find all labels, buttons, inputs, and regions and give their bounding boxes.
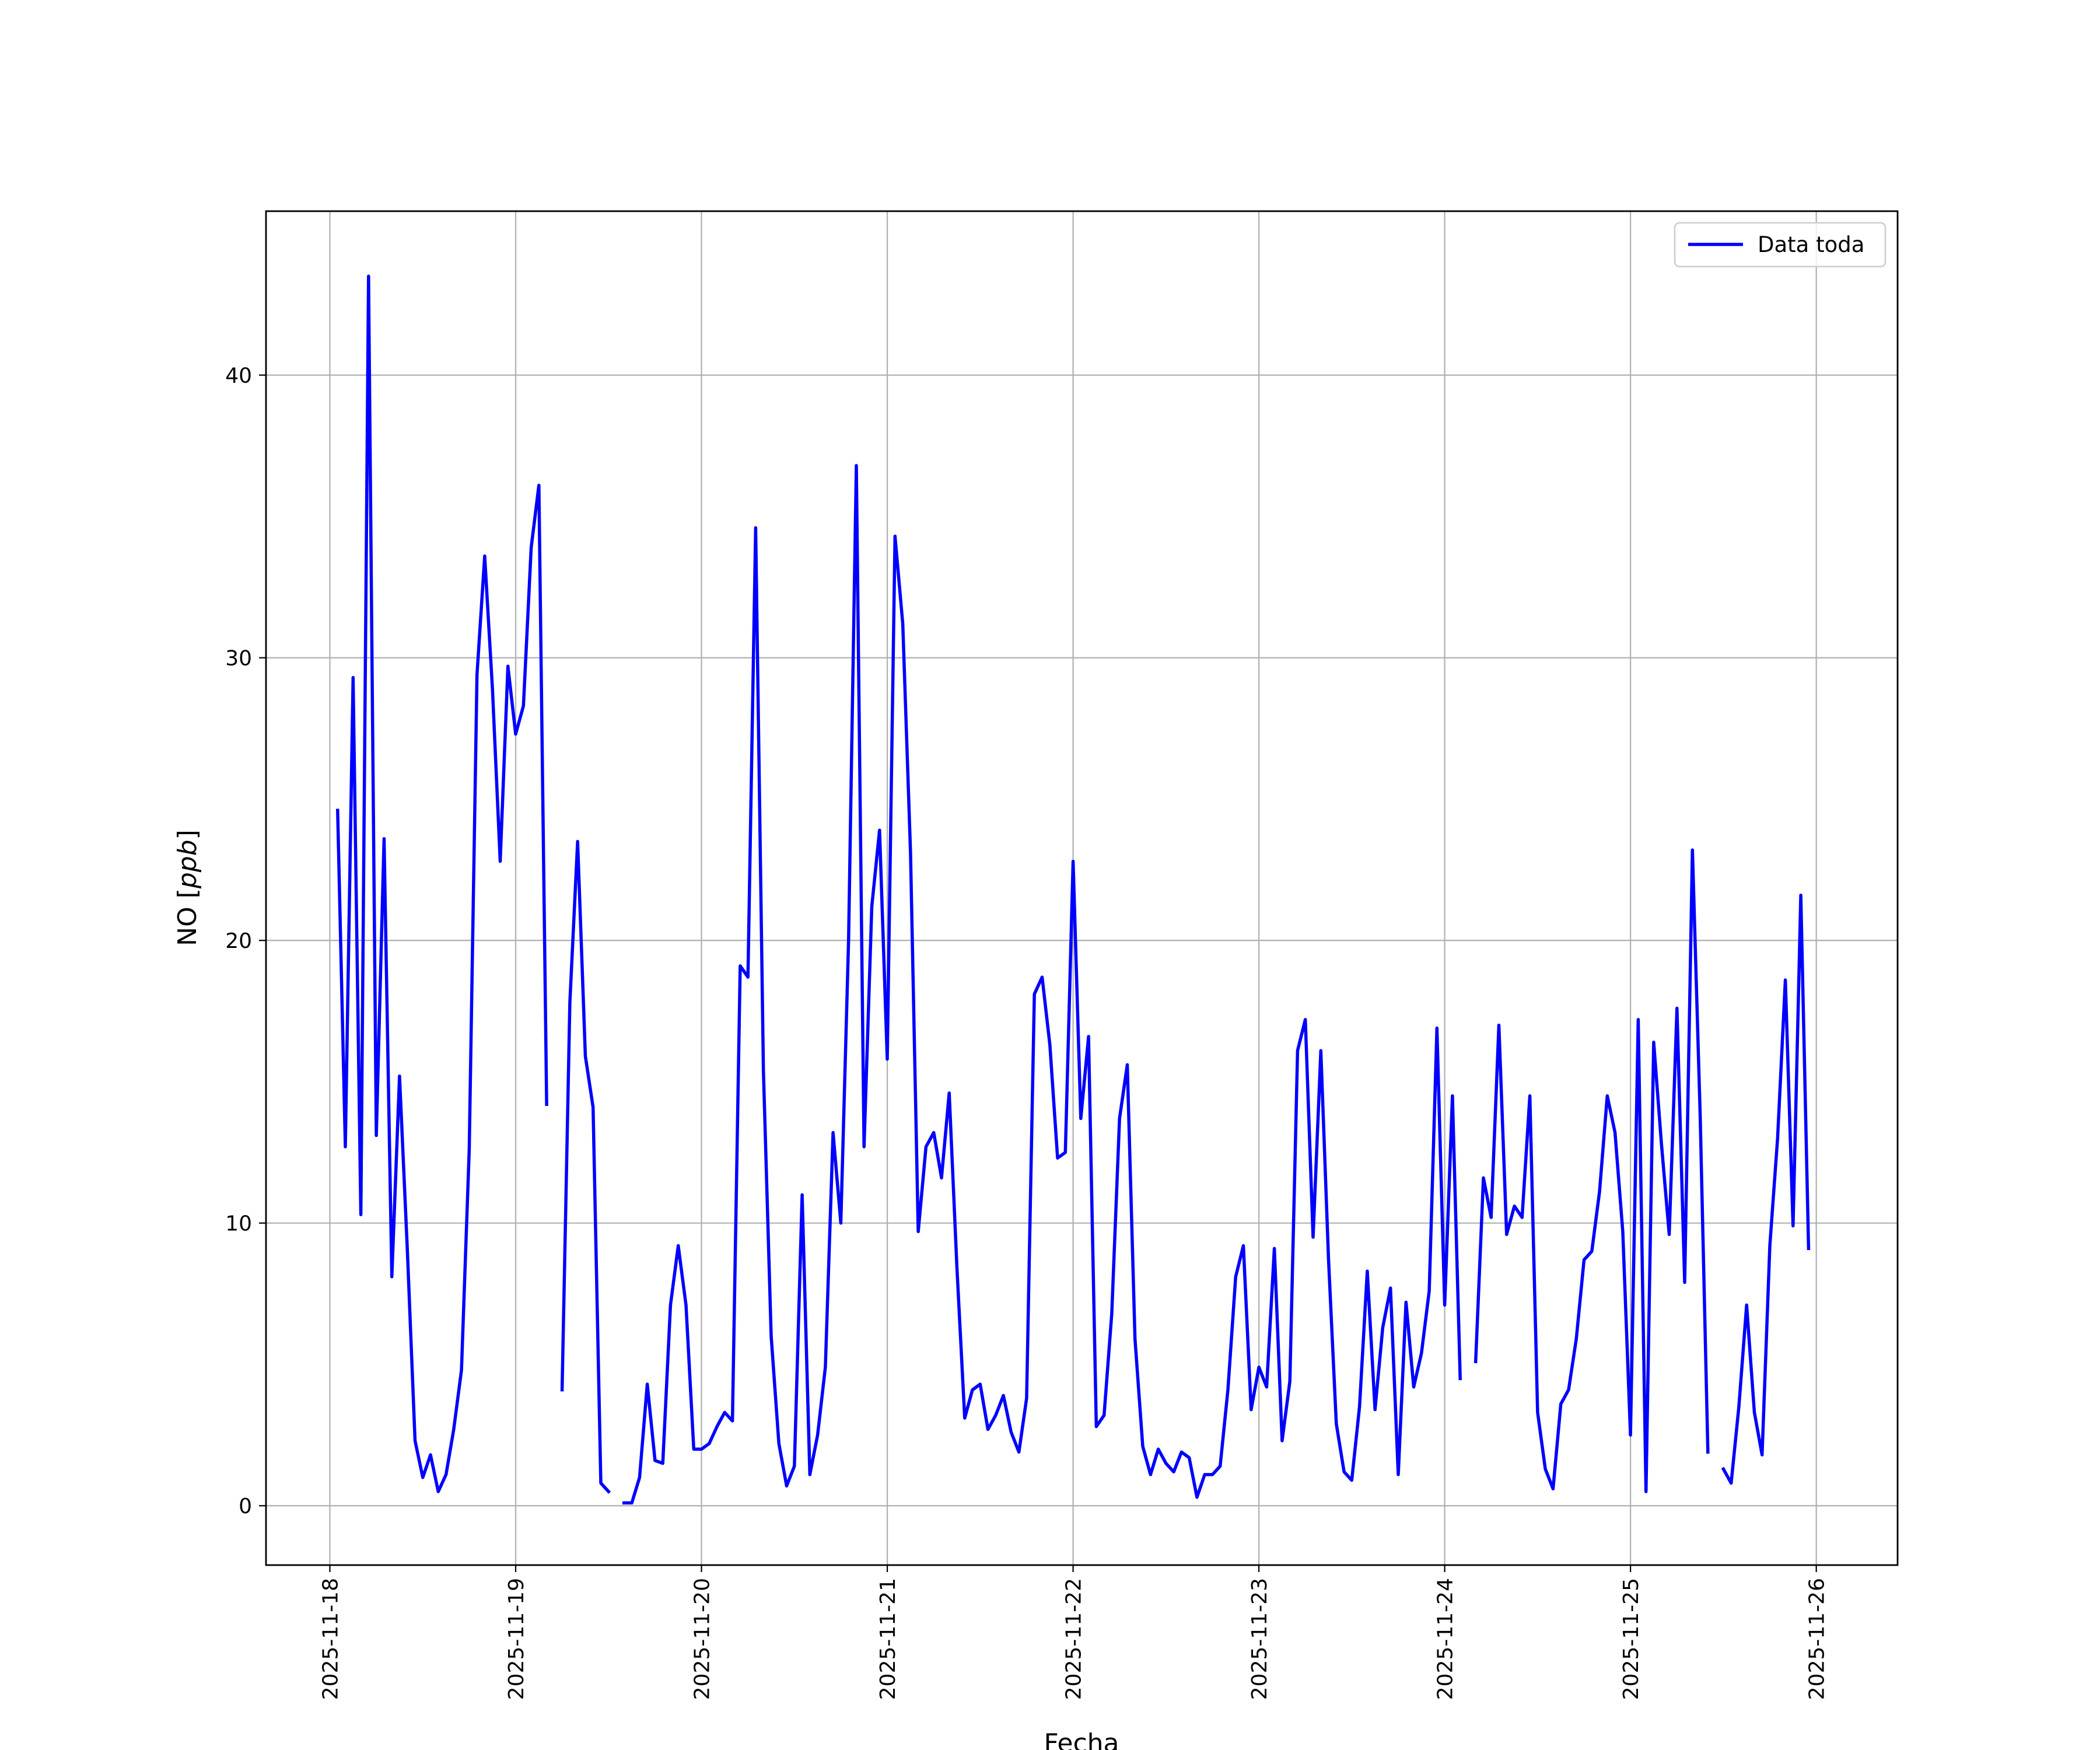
y-tick-label: 40: [225, 364, 252, 388]
x-axis-label: Fecha: [1044, 1728, 1119, 1750]
y-axis-label: NO [ppb]: [173, 830, 202, 946]
x-tick-label: 2025-11-24: [1434, 1578, 1458, 1700]
grid-lines: [266, 211, 1898, 1565]
series-segment: [560, 839, 611, 1494]
series-line-data-toda: [335, 274, 1811, 1505]
series-segment: [1721, 893, 1811, 1485]
y-axis-label-unit: ppb: [173, 839, 202, 889]
x-tick-label: 2025-11-23: [1248, 1578, 1272, 1700]
legend: Data toda: [1674, 222, 1887, 268]
y-tick-label: 20: [225, 929, 252, 953]
x-tick-label: 2025-11-19: [505, 1578, 528, 1700]
y-axis-ticks: 0 10 20 30 40: [225, 364, 266, 1518]
x-tick-label: 2025-11-25: [1619, 1578, 1643, 1700]
x-tick-label: 2025-11-22: [1062, 1578, 1086, 1700]
legend-box: [1674, 222, 1887, 268]
series-segment: [1474, 848, 1710, 1493]
y-axis-label-quantity: NO: [173, 907, 202, 946]
x-axis-ticks: 2025-11-18 2025-11-19 2025-11-20 2025-11-21…: [318, 1565, 1829, 1700]
y-tick-label: 0: [239, 1494, 252, 1518]
series-segment: [622, 464, 1462, 1505]
x-tick-label: 2025-11-21: [876, 1578, 900, 1700]
x-tick-label: 2025-11-18: [318, 1578, 342, 1700]
legend-label-data-toda: Data toda: [1758, 232, 1864, 257]
plot-frame: [265, 210, 1899, 1566]
x-tick-label: 2025-11-26: [1805, 1578, 1829, 1700]
y-tick-label: 10: [225, 1212, 252, 1236]
x-tick-label: 2025-11-20: [691, 1578, 715, 1700]
y-tick-label: 30: [225, 647, 252, 671]
series-segment: [335, 274, 548, 1493]
